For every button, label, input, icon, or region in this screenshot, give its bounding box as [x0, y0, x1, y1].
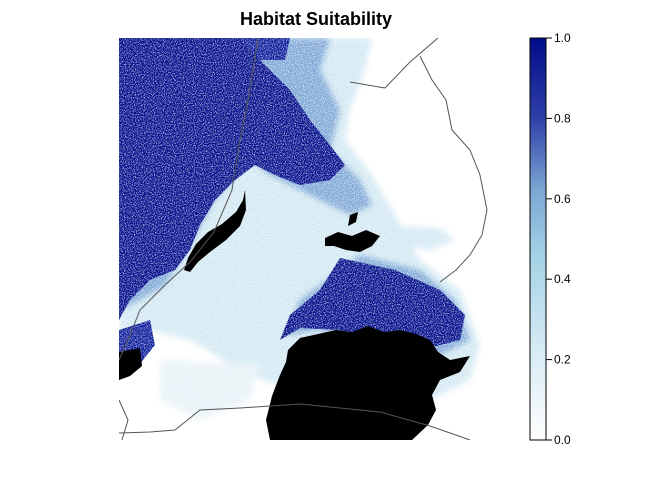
lake-edward: [119, 348, 142, 380]
border-north: [349, 38, 439, 89]
lake-victoria: [266, 326, 470, 440]
legend-tick-label: 0.0: [554, 433, 571, 447]
border-east: [419, 55, 488, 283]
lake-albert: [184, 190, 246, 272]
legend-ticks: 0.0 0.2 0.4 0.6 0.8 1.0: [546, 31, 571, 447]
lake-kyoga: [325, 212, 380, 252]
legend-tick-label: 1.0: [554, 31, 571, 45]
legend-tick-label: 0.4: [554, 272, 571, 286]
border-southwest: [119, 399, 129, 440]
border-south: [119, 403, 471, 440]
legend: 0.0 0.2 0.4 0.6 0.8 1.0: [529, 31, 571, 447]
legend-colorbar: [529, 37, 547, 441]
legend-tick-label: 0.8: [554, 111, 571, 125]
map-title: Habitat Suitability: [239, 9, 392, 29]
legend-tick-label: 0.6: [554, 192, 571, 206]
legend-tick-label: 0.2: [554, 353, 571, 367]
suitability-raster: [119, 38, 514, 440]
border-west: [119, 38, 259, 361]
